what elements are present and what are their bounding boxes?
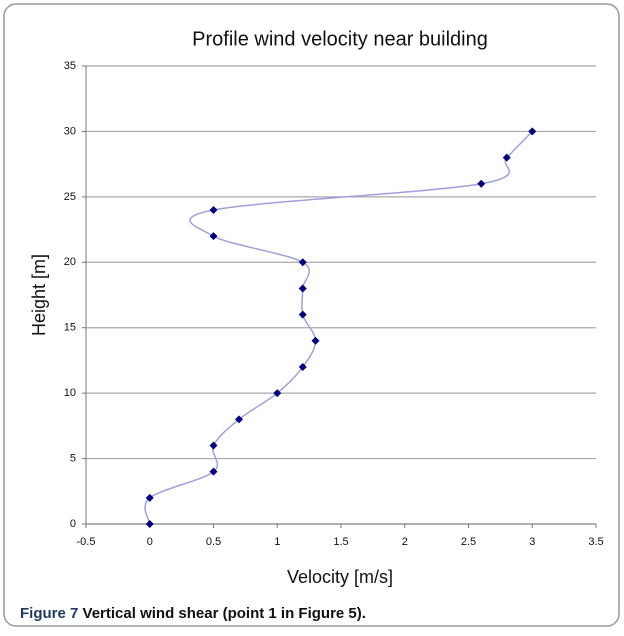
caption-label: Figure 7 (20, 605, 78, 622)
x-tick-label: 2 (402, 536, 408, 548)
marker (298, 258, 307, 267)
marker (477, 179, 486, 188)
frame (3, 3, 620, 627)
chart-title: Profile wind velocity near building (192, 28, 488, 50)
y-tick-label: 20 (64, 256, 76, 268)
y-tick-label: 15 (64, 322, 76, 334)
y-axis-label: Height [m] (29, 254, 49, 336)
x-tick-label: 1.5 (333, 536, 348, 548)
marker (273, 389, 282, 398)
x-tick-label: 2.5 (461, 536, 476, 548)
y-tick-label: 25 (64, 191, 76, 203)
marker (145, 493, 154, 502)
caption-text: Vertical wind shear (point 1 in Figure 5… (83, 605, 366, 622)
x-tick-label: 0.5 (206, 536, 221, 548)
marker (298, 310, 307, 319)
marker (298, 284, 307, 293)
marker (528, 127, 537, 136)
x-tick-label: 3.5 (588, 536, 603, 548)
marker (145, 520, 154, 528)
marker (235, 415, 243, 424)
marker (209, 205, 218, 214)
marker (209, 232, 218, 241)
y-tick-label: 30 (64, 125, 76, 137)
x-tick-label: 0 (147, 536, 153, 548)
y-tick-label: 10 (64, 387, 76, 399)
x-tick-label: 3 (529, 536, 535, 548)
y-tick-label: 5 (70, 452, 76, 464)
marker (209, 441, 218, 450)
y-tick-label: 35 (64, 60, 76, 72)
x-tick-label: 1 (274, 536, 280, 548)
marker (209, 467, 218, 476)
marker (502, 153, 511, 162)
caption: Figure 7 Vertical wind shear (point 1 in… (20, 605, 366, 622)
x-tick-label: -0.5 (77, 536, 96, 548)
marker (311, 336, 320, 345)
y-tick-label: 0 (70, 518, 76, 530)
x-axis-label: Velocity [m/s] (287, 567, 393, 587)
marker (298, 362, 307, 371)
